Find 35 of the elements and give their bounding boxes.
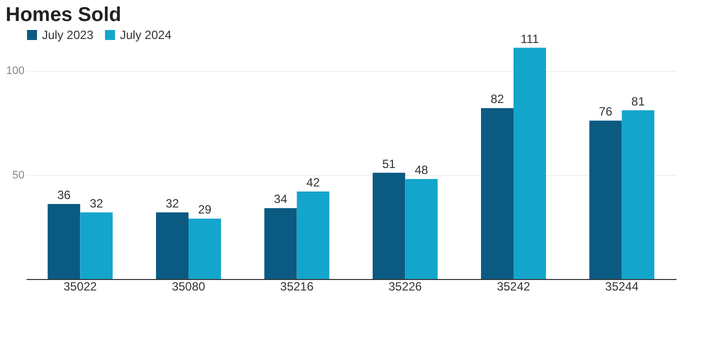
- data-label: 32: [166, 196, 180, 210]
- bar: [156, 212, 188, 279]
- x-tick-label: 35242: [496, 280, 531, 294]
- chart-title: Homes Sold: [6, 4, 122, 26]
- bar: [481, 108, 514, 279]
- bar: [48, 204, 80, 279]
- bar: [372, 172, 406, 279]
- bar: [514, 48, 546, 279]
- bar: [589, 120, 622, 279]
- data-label: 36: [57, 188, 71, 202]
- data-label: 51: [382, 156, 396, 171]
- x-tick-label: 35216: [280, 280, 314, 294]
- x-tick-label: 35022: [63, 280, 98, 294]
- bar: [188, 218, 221, 279]
- data-label: 34: [274, 192, 288, 206]
- x-tick-label: 35244: [605, 280, 639, 294]
- bar: [80, 212, 113, 279]
- legend-label: July 2023: [42, 28, 94, 42]
- bar: [622, 110, 654, 279]
- x-tick-label: 35226: [388, 280, 422, 294]
- bar: [264, 208, 297, 279]
- legend-label: July 2024: [120, 28, 172, 42]
- bar: [405, 179, 438, 279]
- data-label: 32: [90, 196, 104, 210]
- y-tick-label: 50: [12, 169, 24, 182]
- data-label: 81: [631, 94, 646, 108]
- bar: [296, 192, 330, 279]
- data-label: 82: [490, 92, 504, 106]
- data-label: 76: [598, 104, 613, 119]
- data-label: 29: [198, 202, 212, 217]
- data-label: 111: [520, 32, 540, 46]
- data-label: 48: [414, 163, 428, 177]
- x-tick-label: 35080: [172, 280, 206, 294]
- y-tick-label: 100: [6, 65, 24, 78]
- data-label: 42: [306, 176, 320, 190]
